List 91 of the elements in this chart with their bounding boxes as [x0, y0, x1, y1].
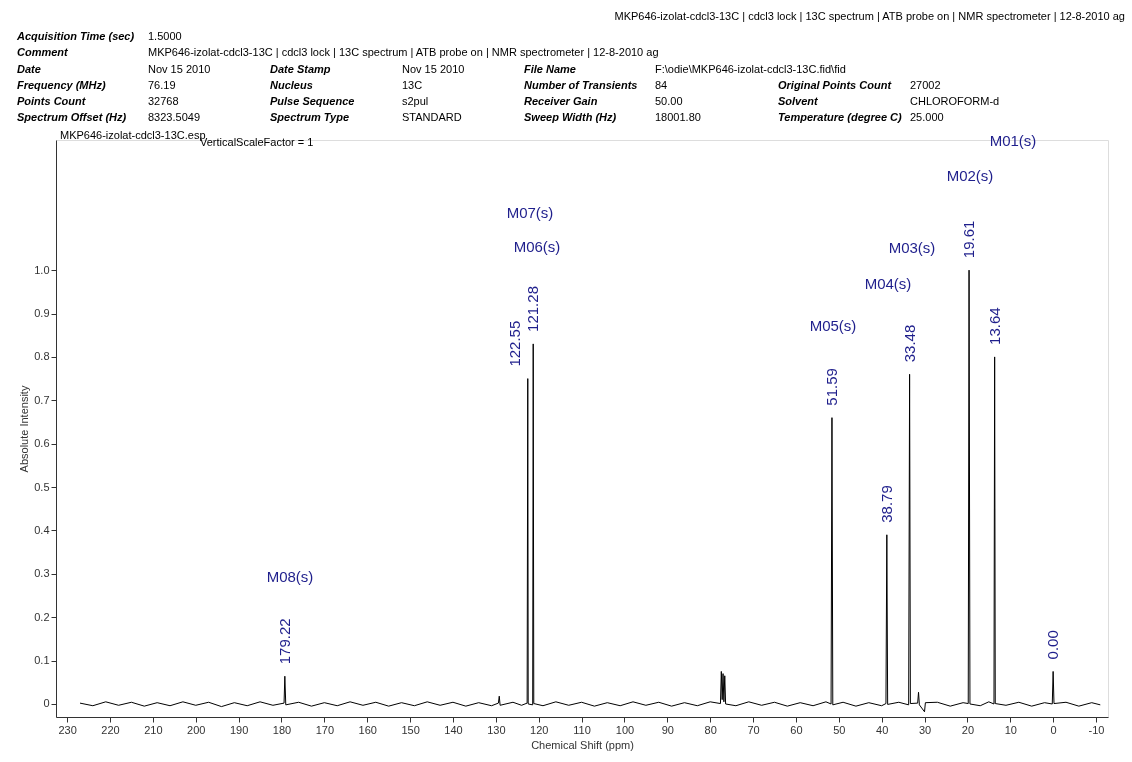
text: Original Points Count [778, 79, 893, 91]
text: Number of Transients [524, 79, 638, 91]
text: Pulse Sequence [270, 95, 355, 107]
x-tick-label: 190 [229, 723, 249, 736]
x-tick-label: -10 [1088, 723, 1105, 736]
text: 76.19 [148, 79, 176, 91]
text: STANDARD [402, 111, 462, 123]
y-tick-label: 0.2 [34, 610, 50, 623]
y-tick-label: 0.7 [34, 393, 50, 406]
text: Receiver Gain [524, 95, 598, 107]
x-tick-label: 120 [530, 723, 549, 736]
text: Solvent [778, 95, 820, 107]
annotation: M05(s) [809, 317, 857, 334]
annotation: 13.64 [985, 307, 1003, 345]
text: Date Stamp [270, 63, 331, 75]
y-tick-label: 0.3 [34, 567, 50, 580]
text: Nov 15 2010 [148, 63, 211, 75]
text: Acquisition Time (sec) [16, 30, 135, 42]
x-tick-label: 80 [704, 723, 717, 736]
y-tick-label: 1.0 [34, 263, 50, 276]
annotation: 121.28 [524, 286, 542, 332]
x-axis-title: Chemical Shift (ppm) [531, 738, 634, 751]
x-tick-label: 160 [358, 723, 377, 736]
annotation: M01(s) [989, 132, 1037, 149]
x-tick-label: 0 [1050, 723, 1057, 736]
text: File Name [524, 63, 576, 75]
x-tick-label: 150 [401, 723, 420, 736]
x-tick-label: 220 [101, 723, 120, 736]
x-tick-label: 100 [615, 723, 635, 736]
annotation: M08(s) [266, 568, 314, 585]
x-tick-label: 230 [58, 723, 77, 736]
annotation: M03(s) [888, 239, 936, 256]
annotation: M07(s) [506, 204, 554, 221]
text: CHLOROFORM-d [910, 95, 1000, 107]
x-tick-label: 30 [918, 723, 932, 736]
annotation: M02(s) [946, 167, 994, 184]
text: Frequency (MHz) [17, 79, 106, 91]
text: F:\odie\MKP646-izolat-cdcl3-13C.fid\fid [655, 63, 846, 75]
line-series [79, 269, 1101, 713]
text: 84 [655, 79, 668, 91]
x-tick-label: 10 [1004, 723, 1017, 736]
y-tick-label: 0.8 [34, 350, 50, 363]
text: MKP646-izolat-cdcl3-13C | cdcl3 lock | 13C spectrum | ATB probe on | NMR spectrometer | 12-8-2010 ag [148, 46, 659, 58]
x-tick-label: 210 [144, 723, 163, 736]
y-tick-label: 0.6 [34, 437, 50, 450]
text: 8323.5049 [148, 111, 200, 123]
y-axis-title: Absolute Intensity [18, 385, 31, 473]
y-tick-label: 0.9 [34, 307, 50, 320]
text: s2pul [402, 95, 429, 107]
annotation: 0.00 [1044, 630, 1062, 660]
annotation: 38.79 [877, 485, 895, 523]
x-tick-label: 60 [790, 723, 803, 736]
text: 25.000 [910, 111, 944, 123]
text: Sweep Width (Hz) [524, 111, 617, 123]
text: Comment [17, 46, 70, 58]
y-tick-label: 0 [43, 697, 50, 710]
text: 13C [402, 79, 423, 91]
text: Date [17, 63, 41, 75]
text: MKP646-izolat-cdcl3-13C | cdcl3 lock | 13C spectrum | ATB probe on | NMR spectrometer | 12-8-2010 ag [614, 10, 1125, 22]
x-tick-label: 50 [833, 723, 846, 736]
x-tick-label: 180 [272, 723, 292, 736]
x-tick-label: 20 [961, 723, 975, 736]
x-tick-label: 130 [487, 723, 506, 736]
annotation: M04(s) [864, 275, 912, 292]
annotation: 19.61 [960, 220, 978, 259]
x-tick-label: 110 [573, 723, 591, 736]
text: Spectrum Offset (Hz) [17, 111, 127, 123]
text: Nov 15 2010 [402, 63, 465, 75]
annotation: M06(s) [513, 238, 561, 255]
text: Points Count [17, 95, 87, 107]
text: Temperature (degree C) [778, 111, 903, 123]
text: Nucleus [270, 79, 313, 91]
x-tick-label: 90 [661, 723, 674, 736]
y-tick-label: 0.1 [34, 654, 50, 667]
annotation: 179.22 [275, 618, 293, 665]
x-tick-label: 200 [187, 723, 206, 736]
text: 32768 [148, 95, 179, 107]
annotation: 122.55 [506, 320, 524, 367]
text: 50.00 [655, 95, 683, 107]
annotation: 33.48 [900, 324, 918, 363]
x-tick-label: 140 [444, 723, 463, 736]
text: 1.5000 [148, 30, 182, 42]
y-tick-label: 0.4 [34, 523, 50, 536]
x-tick-label: 170 [315, 723, 335, 736]
x-tick-label: 40 [876, 723, 889, 736]
y-tick-label: 0.5 [34, 480, 50, 493]
x-tick-label: 70 [747, 723, 760, 736]
text: 18001.80 [655, 111, 701, 123]
annotation: 51.59 [822, 368, 840, 406]
text: Spectrum Type [270, 111, 350, 123]
text: 27002 [910, 79, 941, 91]
